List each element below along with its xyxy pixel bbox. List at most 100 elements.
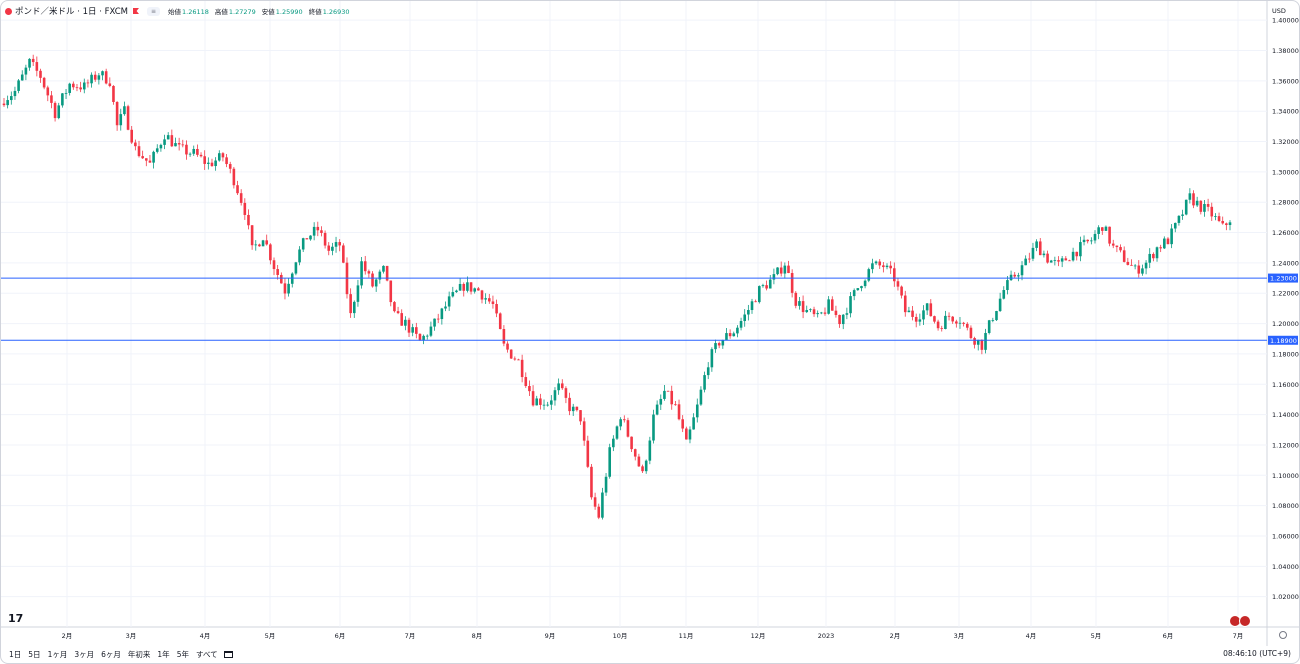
candle bbox=[622, 415, 626, 423]
candle bbox=[258, 243, 261, 247]
range-button-2[interactable]: 1ヶ月 bbox=[47, 650, 68, 659]
candle bbox=[1177, 215, 1181, 226]
candle bbox=[243, 198, 247, 220]
clock[interactable]: 08:46:10 (UTC+9) bbox=[1223, 649, 1291, 658]
candle bbox=[130, 126, 134, 144]
range-button-4[interactable]: 6ヶ月 bbox=[101, 650, 121, 659]
candle bbox=[57, 102, 61, 120]
candle bbox=[425, 334, 429, 340]
candle bbox=[688, 426, 692, 444]
candle bbox=[382, 265, 385, 274]
range-button-7[interactable]: 5年 bbox=[176, 650, 189, 659]
candle bbox=[739, 317, 743, 331]
candle bbox=[415, 322, 418, 339]
x-tick-label: 4月 bbox=[1026, 632, 1037, 640]
candle bbox=[637, 453, 641, 467]
calendar-icon[interactable] bbox=[223, 651, 233, 658]
range-button-1[interactable]: 5日 bbox=[28, 650, 41, 659]
candle bbox=[1053, 256, 1057, 266]
tradingview-logo[interactable]: 17 bbox=[8, 612, 24, 625]
candle bbox=[1006, 275, 1009, 295]
candle bbox=[305, 238, 309, 240]
candle bbox=[68, 82, 71, 96]
range-button-6[interactable]: 1年 bbox=[157, 650, 170, 659]
candle bbox=[579, 409, 582, 425]
flag-icon[interactable] bbox=[132, 8, 139, 14]
candle bbox=[363, 255, 367, 275]
candle bbox=[301, 237, 305, 253]
candle bbox=[582, 417, 586, 446]
candle bbox=[586, 435, 590, 469]
candle bbox=[969, 325, 973, 340]
candle bbox=[772, 268, 776, 285]
candle bbox=[528, 380, 531, 396]
price-chart[interactable]: 1.23000 1.18900 USD 1.40000 1.38000 1.36000 1… bbox=[1, 1, 1299, 646]
candle bbox=[436, 313, 440, 324]
candle bbox=[152, 150, 155, 169]
candle bbox=[754, 299, 757, 303]
price-axis[interactable]: USD 1.40000 1.38000 1.36000 1.34000 1.32000 1.… bbox=[1272, 7, 1299, 601]
candle bbox=[1130, 259, 1133, 266]
horizontal-lines[interactable]: 1.23000 1.18900 bbox=[1, 273, 1298, 345]
collapse-legend-button[interactable]: ≡ bbox=[146, 6, 161, 16]
candle bbox=[641, 464, 644, 474]
candle bbox=[1181, 209, 1184, 220]
candle bbox=[371, 271, 374, 288]
candle bbox=[1046, 250, 1049, 264]
y-tick-label: 1.02000 bbox=[1272, 593, 1299, 601]
candle bbox=[929, 299, 933, 317]
symbol-title[interactable]: ポンド／米ドル · 1日 · FXCM bbox=[15, 7, 128, 17]
candle bbox=[871, 258, 874, 274]
candle bbox=[1035, 239, 1038, 252]
candle bbox=[1082, 235, 1086, 246]
candle bbox=[863, 279, 867, 289]
y-tick-label: 1.36000 bbox=[1272, 77, 1299, 85]
y-tick-label: 1.20000 bbox=[1272, 320, 1299, 328]
candle bbox=[1071, 247, 1075, 262]
candle bbox=[385, 265, 389, 282]
candle bbox=[612, 435, 615, 452]
candle bbox=[655, 400, 659, 416]
candle bbox=[455, 289, 458, 293]
candle bbox=[192, 145, 196, 156]
candle bbox=[126, 104, 130, 131]
candle bbox=[714, 339, 717, 353]
candle bbox=[1024, 255, 1027, 266]
candle bbox=[374, 278, 378, 292]
candle bbox=[396, 306, 400, 315]
horizontal-line-label: 1.23000 bbox=[1270, 275, 1297, 283]
candle bbox=[1206, 198, 1210, 212]
candle bbox=[962, 321, 965, 327]
candle bbox=[1057, 256, 1060, 267]
range-button-5[interactable]: 年初来 bbox=[127, 650, 151, 659]
candle bbox=[239, 189, 243, 206]
candle bbox=[1203, 199, 1206, 217]
candle bbox=[830, 296, 834, 311]
candle bbox=[695, 398, 699, 423]
y-tick-label: 1.18000 bbox=[1272, 350, 1299, 358]
settings-icon[interactable] bbox=[1279, 631, 1287, 639]
candle bbox=[812, 306, 816, 317]
y-tick-label: 1.04000 bbox=[1272, 563, 1299, 571]
candle bbox=[1086, 239, 1089, 244]
candle bbox=[790, 269, 794, 298]
y-tick-label: 1.12000 bbox=[1272, 441, 1299, 449]
candle bbox=[893, 262, 896, 287]
candle bbox=[484, 293, 487, 304]
candle bbox=[250, 225, 254, 250]
candle bbox=[261, 239, 265, 247]
range-button-0[interactable]: 1日 bbox=[9, 650, 22, 659]
candle bbox=[498, 312, 502, 330]
candle bbox=[1013, 272, 1017, 279]
candle bbox=[163, 134, 166, 150]
range-button-3[interactable]: 3ヶ月 bbox=[74, 650, 95, 659]
candle bbox=[294, 261, 298, 276]
time-axis[interactable]: 2月 3月 4月 5月 6月 7月 8月 9月 10月 11月 12月 2023 2月 3月 4月 5月 6月 7… bbox=[62, 632, 1244, 640]
candle bbox=[338, 239, 341, 252]
currency-flags-icon[interactable] bbox=[1229, 615, 1252, 627]
candle bbox=[232, 166, 236, 189]
candle bbox=[867, 267, 871, 283]
candle bbox=[86, 79, 90, 88]
candle bbox=[115, 101, 119, 131]
range-button-8[interactable]: すべて bbox=[195, 650, 218, 659]
